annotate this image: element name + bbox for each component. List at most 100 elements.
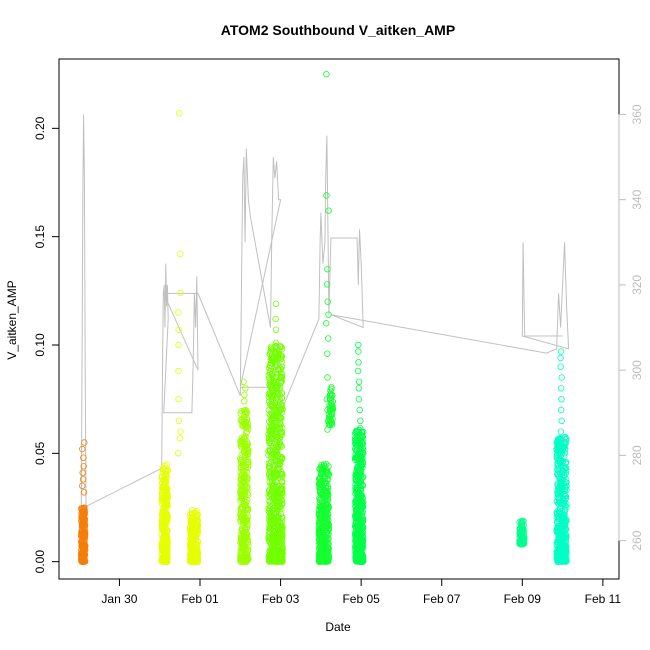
- data-point: [322, 542, 330, 549]
- outlier-point: [176, 435, 183, 442]
- data-point: [276, 434, 284, 441]
- data-point: [554, 510, 561, 518]
- data-point: [271, 473, 279, 480]
- outlier-point: [174, 450, 182, 457]
- data-point: [265, 406, 273, 414]
- data-point: [163, 527, 171, 534]
- data-point: [323, 522, 331, 530]
- data-point: [555, 507, 562, 514]
- data-point: [159, 465, 167, 472]
- data-point: [158, 473, 166, 480]
- data-point: [193, 514, 200, 521]
- data-point: [241, 491, 249, 498]
- data-point: [321, 515, 328, 522]
- outlier-point: [355, 341, 362, 349]
- data-point: [240, 516, 247, 524]
- outlier-point: [241, 391, 248, 398]
- data-point: [317, 488, 325, 496]
- data-point: [554, 547, 561, 554]
- data-point: [187, 527, 195, 534]
- data-point: [553, 554, 561, 562]
- data-point: [357, 432, 365, 439]
- data-point: [318, 543, 325, 550]
- data-point: [158, 484, 166, 492]
- x-tick-label: Feb 01: [181, 592, 219, 606]
- data-point: [323, 495, 330, 502]
- data-point: [278, 373, 285, 380]
- data-point: [162, 549, 169, 556]
- data-point: [559, 485, 566, 493]
- data-point: [278, 505, 285, 512]
- data-point: [274, 460, 281, 468]
- data-point: [244, 474, 251, 481]
- data-point: [159, 483, 166, 490]
- data-point: [78, 506, 85, 513]
- data-point: [322, 536, 330, 543]
- data-point: [267, 467, 274, 475]
- data-point: [242, 410, 250, 418]
- outlier-point: [272, 339, 279, 346]
- outlier-point: [79, 445, 86, 453]
- data-point: [274, 518, 281, 526]
- outlier-point: [557, 354, 564, 362]
- data-point: [562, 550, 569, 557]
- data-point: [359, 474, 366, 481]
- data-point: [273, 510, 280, 517]
- data-point: [79, 545, 86, 552]
- data-point: [274, 538, 281, 545]
- data-point: [325, 505, 332, 512]
- line-series: [79, 114, 570, 529]
- data-point: [554, 493, 562, 501]
- y2-tick-label: 280: [630, 445, 644, 465]
- outlier-point: [324, 281, 331, 288]
- y-axis-label: V_aitken_AMP: [5, 280, 19, 359]
- data-point: [316, 550, 323, 557]
- data-point: [237, 455, 244, 462]
- data-point: [164, 543, 171, 550]
- data-point: [188, 535, 196, 542]
- data-point: [316, 556, 323, 564]
- data-point: [193, 544, 201, 551]
- outlier-point: [79, 469, 86, 476]
- data-point: [320, 531, 327, 538]
- data-point: [354, 533, 362, 541]
- data-point: [238, 416, 246, 424]
- data-point: [159, 486, 167, 494]
- data-point: [265, 448, 272, 455]
- data-point: [322, 553, 329, 560]
- outlier-point: [324, 426, 331, 433]
- outlier-point: [175, 309, 182, 316]
- data-point: [266, 439, 273, 446]
- data-point: [237, 517, 244, 524]
- data-point: [559, 500, 566, 507]
- data-point: [555, 541, 562, 548]
- data-point: [272, 429, 279, 436]
- outlier-point: [175, 326, 182, 333]
- data-point: [555, 442, 563, 450]
- data-point: [272, 497, 279, 504]
- data-point: [238, 485, 245, 493]
- data-point: [266, 490, 273, 498]
- outlier-point: [355, 359, 362, 366]
- data-point: [187, 542, 194, 549]
- outlier-point: [324, 350, 331, 357]
- data-point: [241, 535, 248, 542]
- data-point: [358, 557, 366, 564]
- y2-tick-label: 260: [630, 530, 644, 550]
- outlier-point: [558, 374, 565, 381]
- outlier-point: [557, 363, 564, 370]
- data-point: [316, 539, 323, 546]
- data-point: [268, 482, 276, 489]
- outlier-point: [79, 476, 87, 483]
- data-point: [328, 405, 335, 412]
- data-point: [560, 556, 568, 563]
- data-point: [554, 439, 561, 446]
- data-point: [316, 475, 323, 483]
- data-point: [278, 415, 285, 422]
- data-point: [266, 529, 273, 536]
- data-point: [266, 401, 274, 408]
- data-point: [354, 507, 361, 514]
- data-point: [237, 438, 245, 446]
- outlier-point: [557, 348, 565, 355]
- data-point: [161, 514, 168, 521]
